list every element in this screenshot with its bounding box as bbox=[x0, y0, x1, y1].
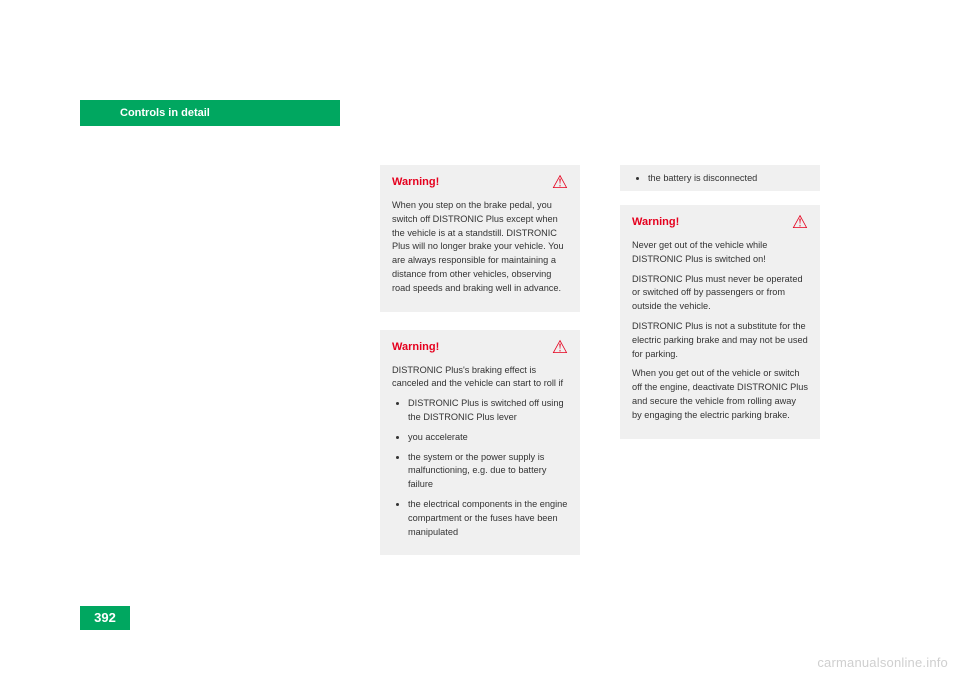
continued-bullet: the battery is disconnected bbox=[648, 173, 808, 183]
warning-triangle-icon: ⚠ bbox=[792, 213, 808, 231]
warning-text: When you step on the brake pedal, you sw… bbox=[392, 199, 568, 296]
continued-bullet-box: the battery is disconnected bbox=[620, 165, 820, 191]
warning-p3: DISTRONIC Plus is not a substitute for t… bbox=[632, 320, 808, 361]
watermark: carmanualsonline.info bbox=[817, 655, 948, 670]
column-right: the battery is disconnected Warning! ⚠ N… bbox=[620, 165, 820, 457]
warning-box-brake-pedal: Warning! ⚠ When you step on the brake pe… bbox=[380, 165, 580, 312]
warning-p2: DISTRONIC Plus must never be operated or… bbox=[632, 273, 808, 314]
warning-triangle-icon: ⚠ bbox=[552, 338, 568, 356]
warning-p4: When you get out of the vehicle or switc… bbox=[632, 367, 808, 422]
warning-triangle-icon: ⚠ bbox=[552, 173, 568, 191]
warning-header: Warning! ⚠ bbox=[380, 330, 580, 358]
page-number: 392 bbox=[94, 610, 116, 625]
warning-body: When you step on the brake pedal, you sw… bbox=[380, 193, 580, 296]
continued-bullet-list: the battery is disconnected bbox=[648, 173, 808, 183]
page-number-badge: 392 bbox=[80, 606, 130, 630]
warning-title: Warning! bbox=[392, 176, 439, 188]
warning-bullet: DISTRONIC Plus is switched off using the… bbox=[408, 397, 568, 425]
warning-title: Warning! bbox=[632, 216, 679, 228]
warning-header: Warning! ⚠ bbox=[620, 205, 820, 233]
warning-bullet: the electrical components in the engine … bbox=[408, 498, 568, 539]
warning-intro: DISTRONIC Plus's braking effect is cance… bbox=[392, 364, 568, 392]
warning-body: DISTRONIC Plus's braking effect is cance… bbox=[380, 358, 580, 540]
section-title: Controls in detail bbox=[120, 107, 210, 119]
warning-p1: Never get out of the vehicle while DISTR… bbox=[632, 239, 808, 267]
warning-title: Warning! bbox=[392, 341, 439, 353]
column-middle: Warning! ⚠ When you step on the brake pe… bbox=[380, 165, 580, 573]
warning-box-never-exit: Warning! ⚠ Never get out of the vehicle … bbox=[620, 205, 820, 439]
page-frame: Controls in detail Warning! ⚠ When you s… bbox=[80, 60, 880, 630]
warning-header: Warning! ⚠ bbox=[380, 165, 580, 193]
warning-box-braking-cancel: Warning! ⚠ DISTRONIC Plus's braking effe… bbox=[380, 330, 580, 556]
section-tab: Controls in detail bbox=[80, 100, 340, 126]
warning-body: Never get out of the vehicle while DISTR… bbox=[620, 233, 820, 423]
warning-bullet: you accelerate bbox=[408, 431, 568, 445]
warning-bullet: the system or the power supply is malfun… bbox=[408, 451, 568, 492]
warning-bullet-list: DISTRONIC Plus is switched off using the… bbox=[408, 397, 568, 539]
